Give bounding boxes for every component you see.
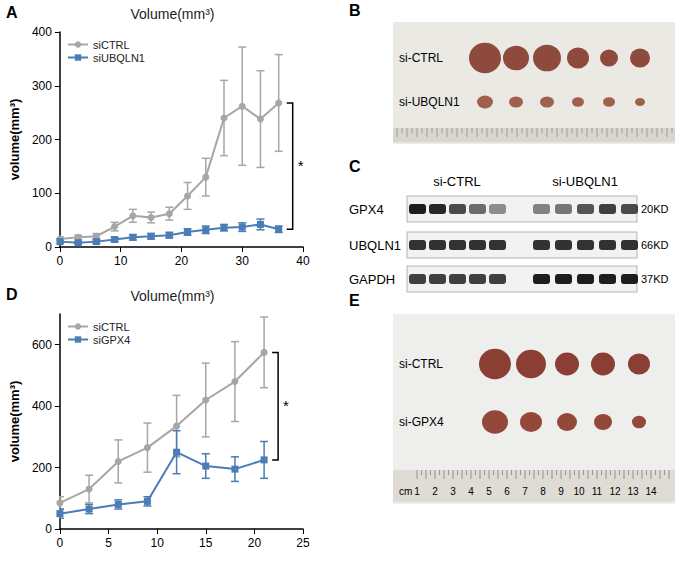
svg-text:9: 9 — [558, 486, 564, 497]
svg-text:*: * — [298, 157, 304, 174]
svg-text:si-CTRL: si-CTRL — [399, 51, 443, 65]
svg-text:si-GPX4: si-GPX4 — [399, 415, 444, 429]
svg-text:10: 10 — [114, 254, 128, 268]
svg-text:40: 40 — [296, 254, 310, 268]
svg-text:GAPDH: GAPDH — [349, 272, 395, 287]
svg-text:Volume(mm³): Volume(mm³) — [130, 288, 214, 304]
svg-text:volume(mm³): volume(mm³) — [7, 99, 22, 181]
svg-text:si-UBQLN1: si-UBQLN1 — [399, 95, 460, 109]
svg-text:12: 12 — [609, 486, 621, 497]
svg-text:0: 0 — [45, 522, 52, 536]
svg-text:11: 11 — [592, 486, 603, 497]
svg-text:13: 13 — [627, 486, 639, 497]
svg-text:D: D — [6, 286, 18, 303]
svg-text:si-UBQLN1: si-UBQLN1 — [552, 174, 618, 189]
svg-text:37KD: 37KD — [641, 273, 669, 285]
svg-text:14: 14 — [645, 486, 657, 497]
svg-text:siGPX4: siGPX4 — [93, 334, 130, 346]
svg-text:GPX4: GPX4 — [349, 202, 384, 217]
svg-text:15: 15 — [199, 536, 213, 550]
svg-text:10: 10 — [573, 486, 585, 497]
svg-text:20: 20 — [248, 536, 262, 550]
svg-text:siUBQLN1: siUBQLN1 — [93, 52, 145, 64]
svg-text:cm: cm — [399, 486, 412, 497]
svg-text:Volume(mm³): Volume(mm³) — [130, 6, 214, 22]
svg-text:*: * — [283, 397, 289, 414]
svg-text:8: 8 — [540, 486, 546, 497]
svg-text:6: 6 — [504, 486, 510, 497]
svg-text:66KD: 66KD — [641, 239, 669, 251]
svg-text:600: 600 — [32, 338, 52, 352]
svg-text:C: C — [349, 158, 361, 175]
svg-text:400: 400 — [32, 399, 52, 413]
svg-text:5: 5 — [105, 536, 112, 550]
svg-text:1: 1 — [414, 486, 420, 497]
svg-text:25: 25 — [296, 536, 310, 550]
svg-text:100: 100 — [32, 186, 52, 200]
svg-text:A: A — [6, 4, 18, 21]
svg-text:si-CTRL: si-CTRL — [399, 357, 443, 371]
svg-text:20KD: 20KD — [641, 203, 669, 215]
svg-text:siCTRL: siCTRL — [93, 321, 130, 333]
svg-text:5: 5 — [486, 486, 492, 497]
svg-text:200: 200 — [32, 461, 52, 475]
svg-text:siCTRL: siCTRL — [93, 39, 130, 51]
svg-text:3: 3 — [450, 486, 456, 497]
svg-text:20: 20 — [175, 254, 189, 268]
svg-text:volume(mm³): volume(mm³) — [7, 381, 22, 463]
svg-text:0: 0 — [57, 536, 64, 550]
svg-text:0: 0 — [45, 240, 52, 254]
svg-text:B: B — [349, 2, 361, 19]
svg-text:7: 7 — [522, 486, 528, 497]
svg-text:200: 200 — [32, 133, 52, 147]
svg-text:10: 10 — [150, 536, 164, 550]
svg-text:UBQLN1: UBQLN1 — [349, 238, 401, 253]
svg-text:30: 30 — [236, 254, 250, 268]
svg-text:400: 400 — [32, 25, 52, 39]
svg-text:0: 0 — [57, 254, 64, 268]
svg-text:E: E — [349, 292, 360, 309]
svg-text:si-CTRL: si-CTRL — [433, 174, 481, 189]
svg-text:300: 300 — [32, 79, 52, 93]
svg-text:4: 4 — [468, 486, 474, 497]
svg-text:2: 2 — [432, 486, 438, 497]
